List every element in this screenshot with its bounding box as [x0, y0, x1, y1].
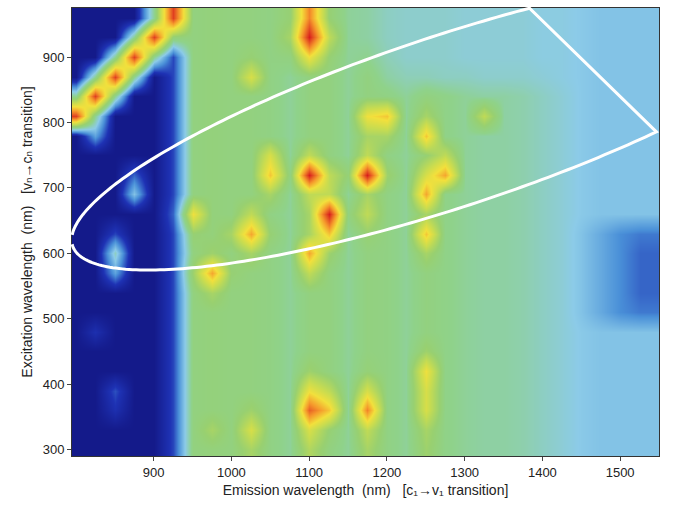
svg-text:500: 500 [43, 311, 65, 326]
svg-text:1300: 1300 [450, 465, 479, 480]
svg-text:900: 900 [143, 465, 165, 480]
svg-text:700: 700 [43, 180, 65, 195]
svg-text:1100: 1100 [295, 465, 323, 480]
svg-text:1500: 1500 [606, 465, 635, 480]
svg-text:1400: 1400 [528, 465, 557, 480]
svg-text:1200: 1200 [372, 465, 401, 480]
svg-text:600: 600 [43, 246, 65, 261]
svg-text:1000: 1000 [217, 465, 246, 480]
svg-text:400: 400 [43, 377, 65, 392]
svg-text:Excitation wavelength (nm): Excitation wavelength (nm) [vₙ→cₙ transi… [19, 86, 35, 377]
svg-text:900: 900 [43, 50, 65, 65]
svg-text:300: 300 [43, 442, 65, 457]
svg-text:Emission wavelength (nm) [c: Emission wavelength (nm) [c₁→v₁ transiti… [223, 482, 509, 498]
svg-text:800: 800 [43, 115, 65, 130]
